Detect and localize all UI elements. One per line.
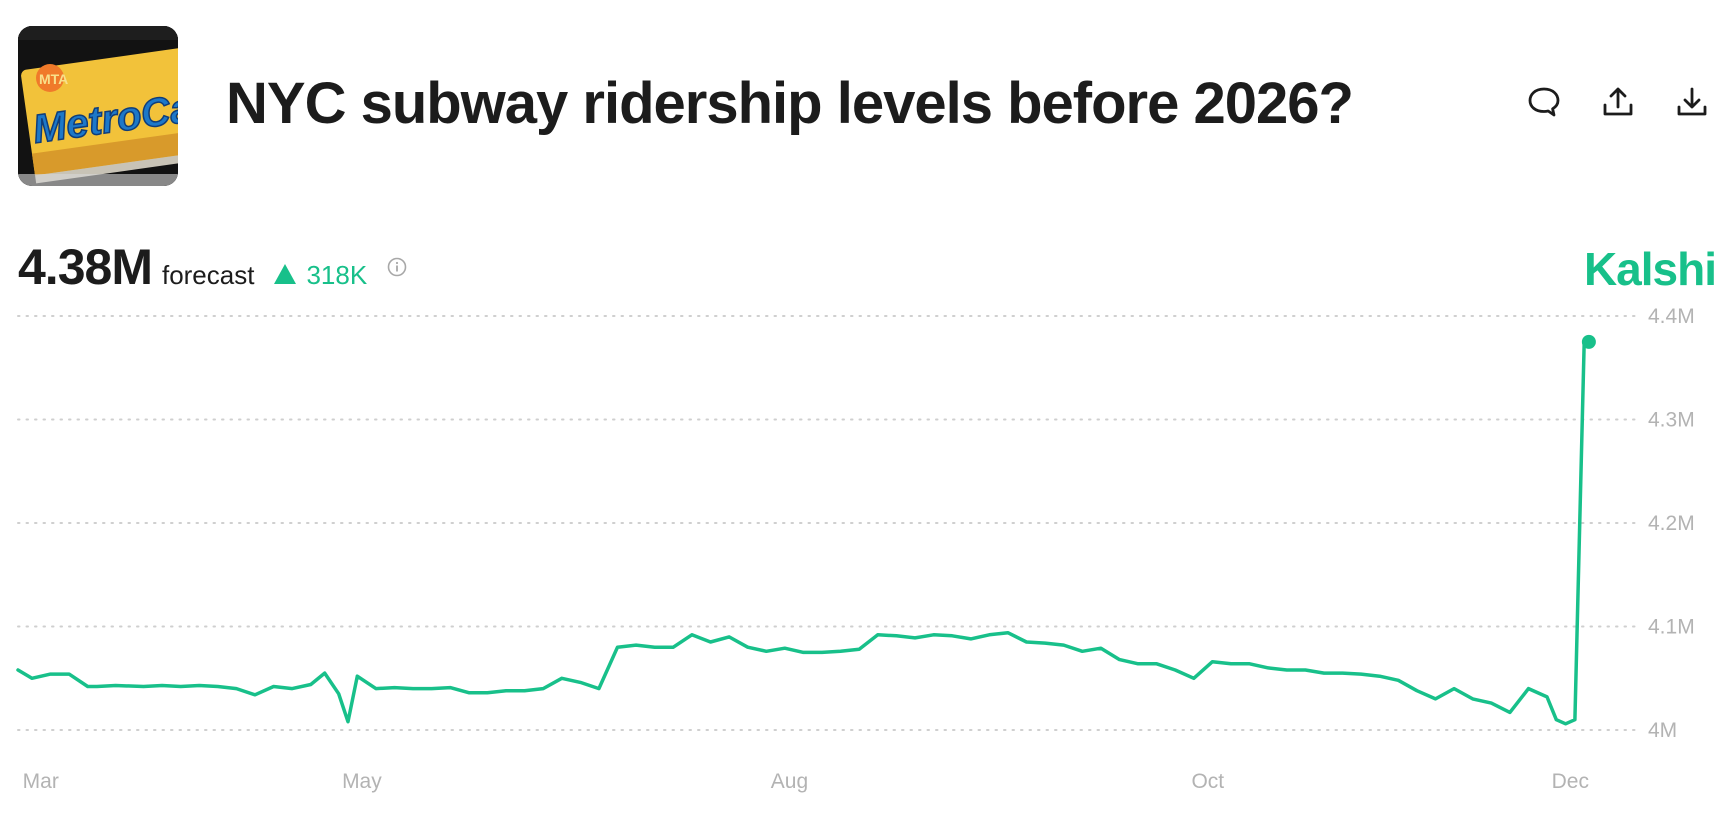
x-axis: Mar May Aug Oct Dec [23,770,1589,793]
y-tick-label: 4.1M [1648,616,1695,639]
x-tick-label: Dec [1552,770,1589,793]
y-tick-label: 4.2M [1648,512,1695,535]
info-icon[interactable] [387,257,407,277]
x-tick-label: May [342,770,382,793]
forecast-summary: 4.38M forecast 318K [18,238,407,296]
download-button[interactable] [1674,84,1710,120]
action-toolbar [1526,84,1710,120]
share-button[interactable] [1600,84,1636,120]
x-tick-label: Aug [771,770,808,793]
metrocard-image: MTA MetroCa [18,26,178,186]
comment-button[interactable] [1526,84,1562,120]
kalshi-logo: Kalshi [1583,243,1717,295]
current-value-marker [1581,334,1596,349]
forecast-value: 4.38M [18,239,153,295]
market-thumbnail: MTA MetroCa [18,26,178,186]
comment-icon [1528,87,1560,117]
download-icon [1677,87,1707,116]
x-tick-label: Mar [23,770,59,793]
forecast-series-line [16,340,1591,726]
y-tick-label: 4.3M [1648,409,1695,432]
forecast-chart: 4.4M 4.3M 4.2M 4.1M 4M Mar May Aug Oct Dec [16,305,1695,793]
svg-text:MTA: MTA [39,71,68,87]
forecast-change: 318K [274,260,367,291]
page-title: NYC subway ridership levels before 2026? [226,71,1354,136]
y-tick-label: 4.4M [1648,305,1695,328]
mta-badge: MTA [36,64,68,92]
share-icon [1603,87,1633,116]
forecast-change-value: 318K [306,260,368,290]
forecast-label: forecast [161,260,255,290]
y-tick-label: 4M [1648,719,1677,742]
y-axis: 4.4M 4.3M 4.2M 4.1M 4M [1648,305,1695,742]
arrow-up-icon [274,264,297,284]
x-tick-label: Oct [1191,770,1224,793]
chart-gridlines [17,315,1641,731]
